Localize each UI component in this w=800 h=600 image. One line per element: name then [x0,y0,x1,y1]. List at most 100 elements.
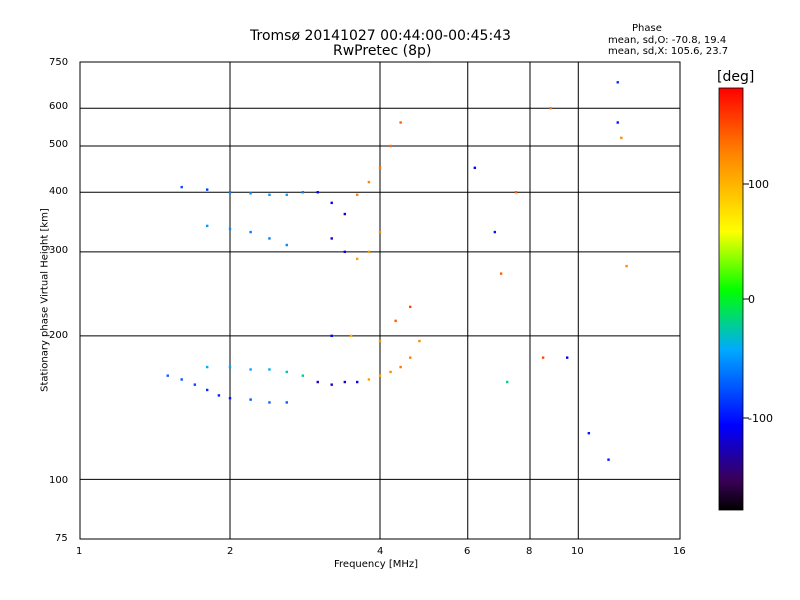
data-point [228,191,232,194]
data-point [343,250,347,254]
data-point [228,227,232,231]
y-tick-label: 75 [55,533,68,544]
stats-line-x: mean, sd,X: 105.6, 23.7 [608,46,729,57]
data-point [343,380,347,384]
data-point [330,383,333,386]
data-point [217,394,221,397]
grid-lines [79,61,681,540]
data-point [620,136,623,140]
data-point [301,191,305,194]
y-tick-label: 400 [49,186,69,197]
data-point [249,398,252,401]
data-point [367,378,371,381]
data-point [330,237,333,240]
x-tick-label: 4 [377,546,384,557]
data-point [565,356,569,359]
data-point [268,193,271,197]
data-point [367,250,371,254]
data-point [205,365,209,369]
y-tick-label: 100 [49,475,69,486]
data-point [316,191,319,194]
data-point [343,212,347,216]
data-point [355,257,359,261]
data-point [249,368,252,371]
x-tick-label: 8 [526,546,533,557]
data-point [355,380,359,384]
data-point [249,192,252,195]
data-point [378,230,382,234]
y-tick-label: 200 [49,330,69,341]
data-point [541,356,545,359]
data-point [399,121,402,124]
x-tick-label: 6 [464,546,471,557]
data-point [349,334,353,338]
data-point [409,305,412,309]
data-point [285,370,288,374]
data-point [355,193,359,197]
data-point [285,243,288,247]
x-tick-label: 10 [571,546,584,557]
data-point [616,121,619,124]
y-tick-label: 750 [49,57,69,68]
data-point [268,237,271,240]
data-point [205,388,209,392]
data-point [389,370,392,374]
data-point [505,380,509,384]
colorbar-tick-label: -100 [748,412,773,425]
data-point [268,368,271,371]
x-tick-label: 16 [673,546,686,557]
data-point [249,230,252,234]
data-points [166,81,628,461]
data-point [625,264,628,268]
data-point [205,224,209,228]
y-tick-label: 600 [49,101,69,112]
data-point [268,401,271,404]
y-tick-label: 300 [49,245,69,256]
y-tick-label: 500 [49,139,69,150]
data-point [378,339,382,343]
data-point [285,193,288,197]
colorbar-tick-label: 0 [748,293,755,306]
y-axis-label: Stationary phase Virtual Height [km] [39,208,51,392]
data-point [409,356,412,359]
data-point [389,144,392,148]
data-point [228,365,232,369]
data-point [193,383,197,386]
data-point [499,272,503,275]
plot-frame [79,61,681,540]
data-point [549,107,552,110]
data-point [367,180,371,184]
x-tick-label: 2 [227,546,234,557]
x-tick-label: 1 [76,546,83,557]
data-point [166,374,169,377]
data-point [285,401,288,404]
data-point [616,81,619,84]
data-point [394,319,397,323]
stats-line-o: mean, sd,O: -70.8, 19.4 [608,35,727,46]
colorbar-label: [deg] [717,69,755,85]
data-point [418,339,421,343]
data-point [587,431,591,435]
colorbar-tick-label: 100 [748,178,769,191]
stats-heading: Phase [632,23,662,34]
data-point [399,365,402,369]
chart-subtitle: RwPretec (8p) [333,43,432,59]
chart-title: Tromsø 20141027 00:44:00-00:45:43 [250,28,511,44]
colorbar [718,87,744,511]
data-point [378,374,382,377]
data-point [205,188,209,191]
data-point [301,374,305,377]
x-axis-label: Frequency [MHz] [334,559,419,570]
data-point [180,185,183,189]
data-point [473,166,477,170]
data-point [180,378,183,381]
data-point [330,201,333,205]
data-point [316,380,319,384]
data-point [607,458,610,461]
data-point [228,396,232,400]
data-point [378,166,382,170]
data-point [514,191,518,194]
data-point [330,334,333,338]
data-point [493,230,497,234]
